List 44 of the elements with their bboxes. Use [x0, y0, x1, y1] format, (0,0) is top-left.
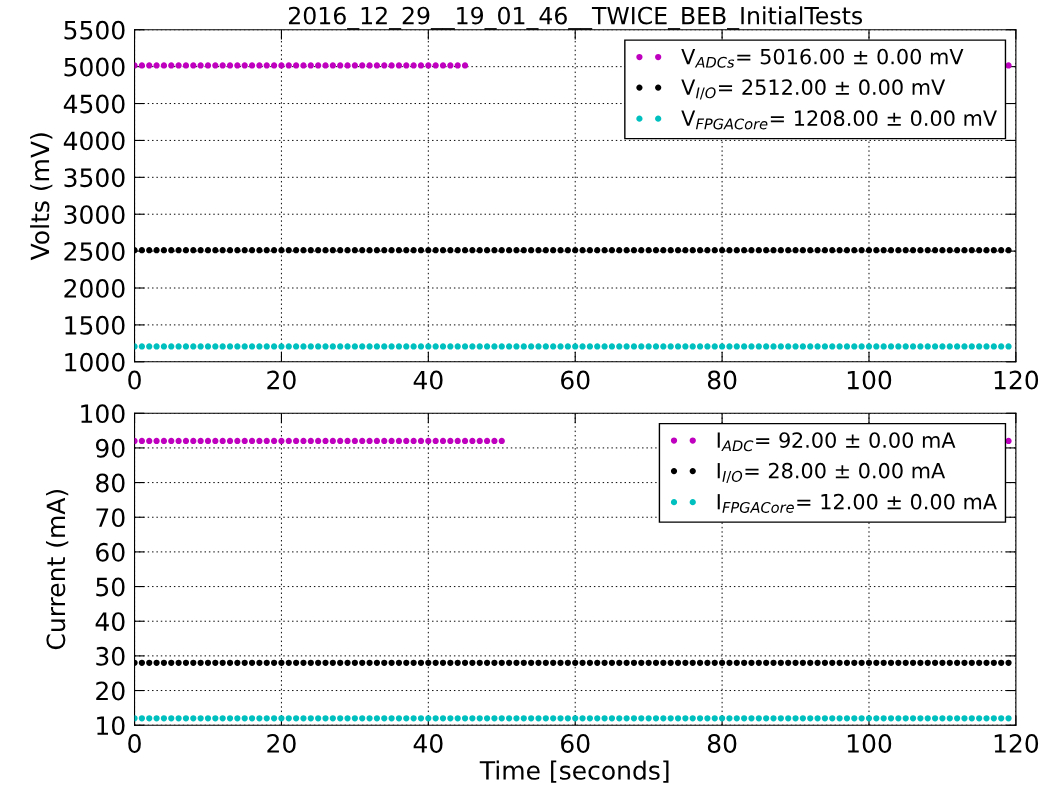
y-tick-label: 1500 [65, 315, 125, 335]
y-tick-label: 2000 [64, 278, 125, 298]
x-tick-label: 100 [847, 370, 892, 390]
legend-label: V$_{I/O}$= 2512.00 ± 0.00 mV [681, 79, 946, 100]
y-tick-label: 70 [96, 508, 125, 528]
y-tick-label: 2500 [64, 242, 125, 261]
x-tick-label: 40 [413, 733, 443, 753]
y-tick-label: 50 [96, 577, 125, 597]
x-axis-title: Time [seconds] [479, 760, 669, 783]
y-tick-label: 100 [81, 404, 125, 424]
y-tick-label: 20 [96, 681, 125, 701]
y-axis-title: Volts (mV) [30, 133, 53, 261]
x-tick-label: 60 [561, 733, 590, 753]
y-tick-label: 4000 [63, 131, 125, 151]
x-tick-label: 0 [128, 733, 141, 753]
x-tick-label: 20 [267, 370, 296, 390]
x-tick-label: 20 [267, 733, 296, 753]
y-tick-label: 10 [97, 716, 125, 736]
chart-title: 2016_12_29__19_01_46__TWICE_BEB_InitialTests [288, 6, 863, 30]
x-tick-label: 40 [413, 370, 443, 390]
x-tick-label: 120 [994, 733, 1039, 753]
x-tick-label: 80 [707, 733, 737, 753]
y-tick-label: 3500 [64, 168, 125, 188]
x-tick-label: 120 [994, 370, 1039, 390]
x-tick-label: 100 [847, 733, 892, 753]
legend-label: V$_{ADCs}$= 5016.00 ± 0.00 mV [681, 48, 964, 68]
y-tick-label: 5000 [64, 57, 125, 77]
y-tick-label: 3000 [64, 205, 125, 225]
x-tick-label: 0 [128, 370, 141, 390]
legend-label: I$_{I/O}$= 28.00 ± 0.00 mA [717, 462, 946, 484]
x-tick-label: 60 [561, 370, 590, 390]
y-tick-label: 5500 [64, 20, 125, 40]
y-tick-label: 40 [95, 612, 125, 632]
y-tick-label: 90 [95, 438, 125, 458]
y-axis-title: Current (mA) [45, 489, 69, 650]
y-tick-label: 1000 [65, 352, 125, 372]
x-tick-label: 80 [707, 370, 737, 390]
legend-label: V$_{FPGACore}$= 1208.00 ± 0.00 mV [681, 110, 997, 130]
y-tick-label: 80 [96, 473, 125, 493]
y-tick-label: 30 [96, 646, 125, 666]
legend-label: I$_{FPGACore}$= 12.00 ± 0.00 mA [717, 493, 997, 513]
legend-label: I$_{ADC}$= 92.00 ± 0.00 mA [717, 432, 956, 452]
y-tick-label: 4500 [63, 94, 125, 114]
y-tick-label: 60 [96, 542, 125, 562]
